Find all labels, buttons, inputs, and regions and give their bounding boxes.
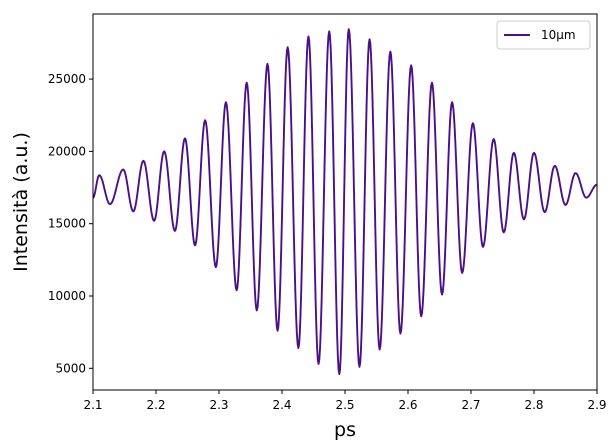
series-line-10um: [92, 28, 598, 376]
x-tick-label: 2.9: [587, 398, 606, 412]
x-tick-label: 2.4: [272, 398, 291, 412]
y-tick-label: 15000: [48, 217, 86, 231]
x-tick-label: 2.5: [335, 398, 354, 412]
y-tick-label: 10000: [48, 289, 86, 303]
x-tick-label: 2.7: [461, 398, 480, 412]
y-tick-label: 20000: [48, 144, 86, 158]
x-tick-label: 2.8: [524, 398, 543, 412]
x-axis-title: ps: [334, 419, 356, 441]
y-tick-label: 25000: [48, 72, 86, 86]
x-tick-label: 2.1: [83, 398, 102, 412]
legend: 10μm: [496, 20, 591, 50]
legend-box: [496, 20, 591, 50]
legend-label: 10μm: [541, 28, 576, 42]
x-axis-ticks: 2.1 2.2 2.3 2.4 2.5 2.6 2.7 2.8 2.9: [83, 390, 607, 412]
x-tick-label: 2.6: [398, 398, 417, 412]
y-tick-label: 5000: [55, 361, 86, 375]
x-tick-label: 2.2: [146, 398, 165, 412]
y-axis-ticks: 5000 10000 15000 20000 25000: [48, 72, 93, 375]
plot-background: [93, 14, 597, 390]
plot-frame: [92, 13, 598, 391]
x-tick-label: 2.3: [209, 398, 228, 412]
y-axis-title: Intensità (a.u.): [10, 132, 32, 272]
